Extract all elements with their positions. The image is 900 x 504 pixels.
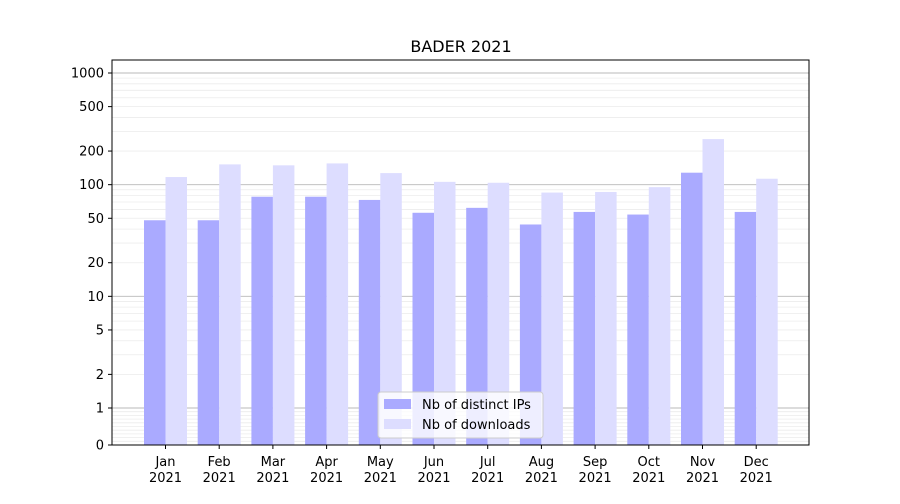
x-tick-label-year: 2021: [149, 471, 182, 486]
x-tick-label-month: Mar: [261, 455, 286, 470]
y-tick-label: 5: [96, 323, 104, 338]
y-tick-label: 1000: [71, 67, 104, 82]
bar-distinct-ips: [466, 207, 488, 445]
y-axis: 0 1 2 5 10 20 50 100 200 500 1000: [71, 67, 112, 454]
x-tick-label-year: 2021: [632, 471, 665, 486]
legend-swatch: [384, 399, 411, 409]
legend: Nb of distinct IPs Nb of downloads: [377, 391, 544, 439]
bars: [144, 139, 778, 446]
x-axis: Jan2021Feb2021Mar2021Apr2021May2021Jun20…: [149, 445, 773, 486]
x-tick-label-year: 2021: [579, 471, 612, 486]
bar-downloads: [434, 181, 456, 445]
x-tick-label-year: 2021: [525, 471, 558, 486]
y-tick-label: 500: [79, 100, 104, 115]
y-tick-label: 50: [87, 212, 104, 227]
x-tick-label-year: 2021: [203, 471, 236, 486]
y-tick-label: 20: [87, 256, 104, 271]
bar-distinct-ips: [412, 212, 434, 445]
x-tick-label-month: Oct: [638, 455, 660, 470]
x-tick-label-year: 2021: [364, 471, 397, 486]
bar-downloads: [648, 187, 671, 446]
y-tick-label: 1: [96, 402, 104, 417]
bar-distinct-ips: [305, 196, 327, 445]
y-tick-label: 100: [79, 178, 104, 193]
legend-box: [377, 391, 544, 439]
plot-frame: [111, 59, 810, 446]
legend-label: Nb of downloads: [422, 418, 531, 433]
bar-downloads: [326, 163, 349, 445]
y-tick-label: 10: [87, 290, 104, 305]
bar-downloads: [165, 177, 187, 445]
x-tick-label-month: Jan: [154, 455, 175, 470]
legend-label: Nb of distinct IPs: [422, 398, 531, 413]
x-tick-label-month: Apr: [315, 455, 338, 470]
y-tick-label: 200: [79, 145, 104, 160]
bar-downloads: [756, 178, 778, 446]
bar-distinct-ips: [519, 224, 542, 445]
bar-distinct-ips: [197, 220, 220, 445]
x-tick-label-month: May: [367, 455, 394, 470]
bar-downloads: [487, 182, 510, 445]
x-tick-label-month: Aug: [529, 455, 554, 470]
bar-downloads: [272, 165, 295, 446]
x-tick-label-year: 2021: [256, 471, 289, 486]
bar-downloads: [380, 173, 402, 445]
chart-title: BADER 2021: [410, 37, 511, 56]
bar-distinct-ips: [358, 199, 381, 445]
x-tick-label-year: 2021: [310, 471, 343, 486]
bar-downloads: [702, 139, 724, 445]
y-tick-label: 0: [96, 439, 104, 454]
x-tick-label-year: 2021: [686, 471, 719, 486]
x-tick-label-month: Feb: [208, 455, 231, 470]
bar-downloads: [595, 191, 617, 445]
x-tick-label-month: Sep: [583, 455, 608, 470]
y-tick-label: 2: [96, 368, 104, 383]
bar-distinct-ips: [251, 196, 273, 445]
x-tick-label-year: 2021: [417, 471, 450, 486]
bar-distinct-ips: [573, 211, 596, 445]
bar-downloads: [219, 164, 241, 446]
x-tick-label-month: Jun: [423, 455, 444, 470]
bar-downloads: [541, 192, 563, 445]
x-tick-label-year: 2021: [740, 471, 773, 486]
x-tick-label-year: 2021: [471, 471, 504, 486]
x-tick-label-month: Jul: [479, 455, 496, 470]
legend-swatch: [384, 419, 411, 429]
bar-distinct-ips: [144, 220, 166, 445]
bar-distinct-ips: [627, 214, 649, 445]
x-tick-label-month: Dec: [744, 455, 769, 470]
bar-distinct-ips: [681, 172, 703, 445]
x-tick-label-month: Nov: [690, 455, 716, 470]
bar-distinct-ips: [734, 211, 757, 445]
